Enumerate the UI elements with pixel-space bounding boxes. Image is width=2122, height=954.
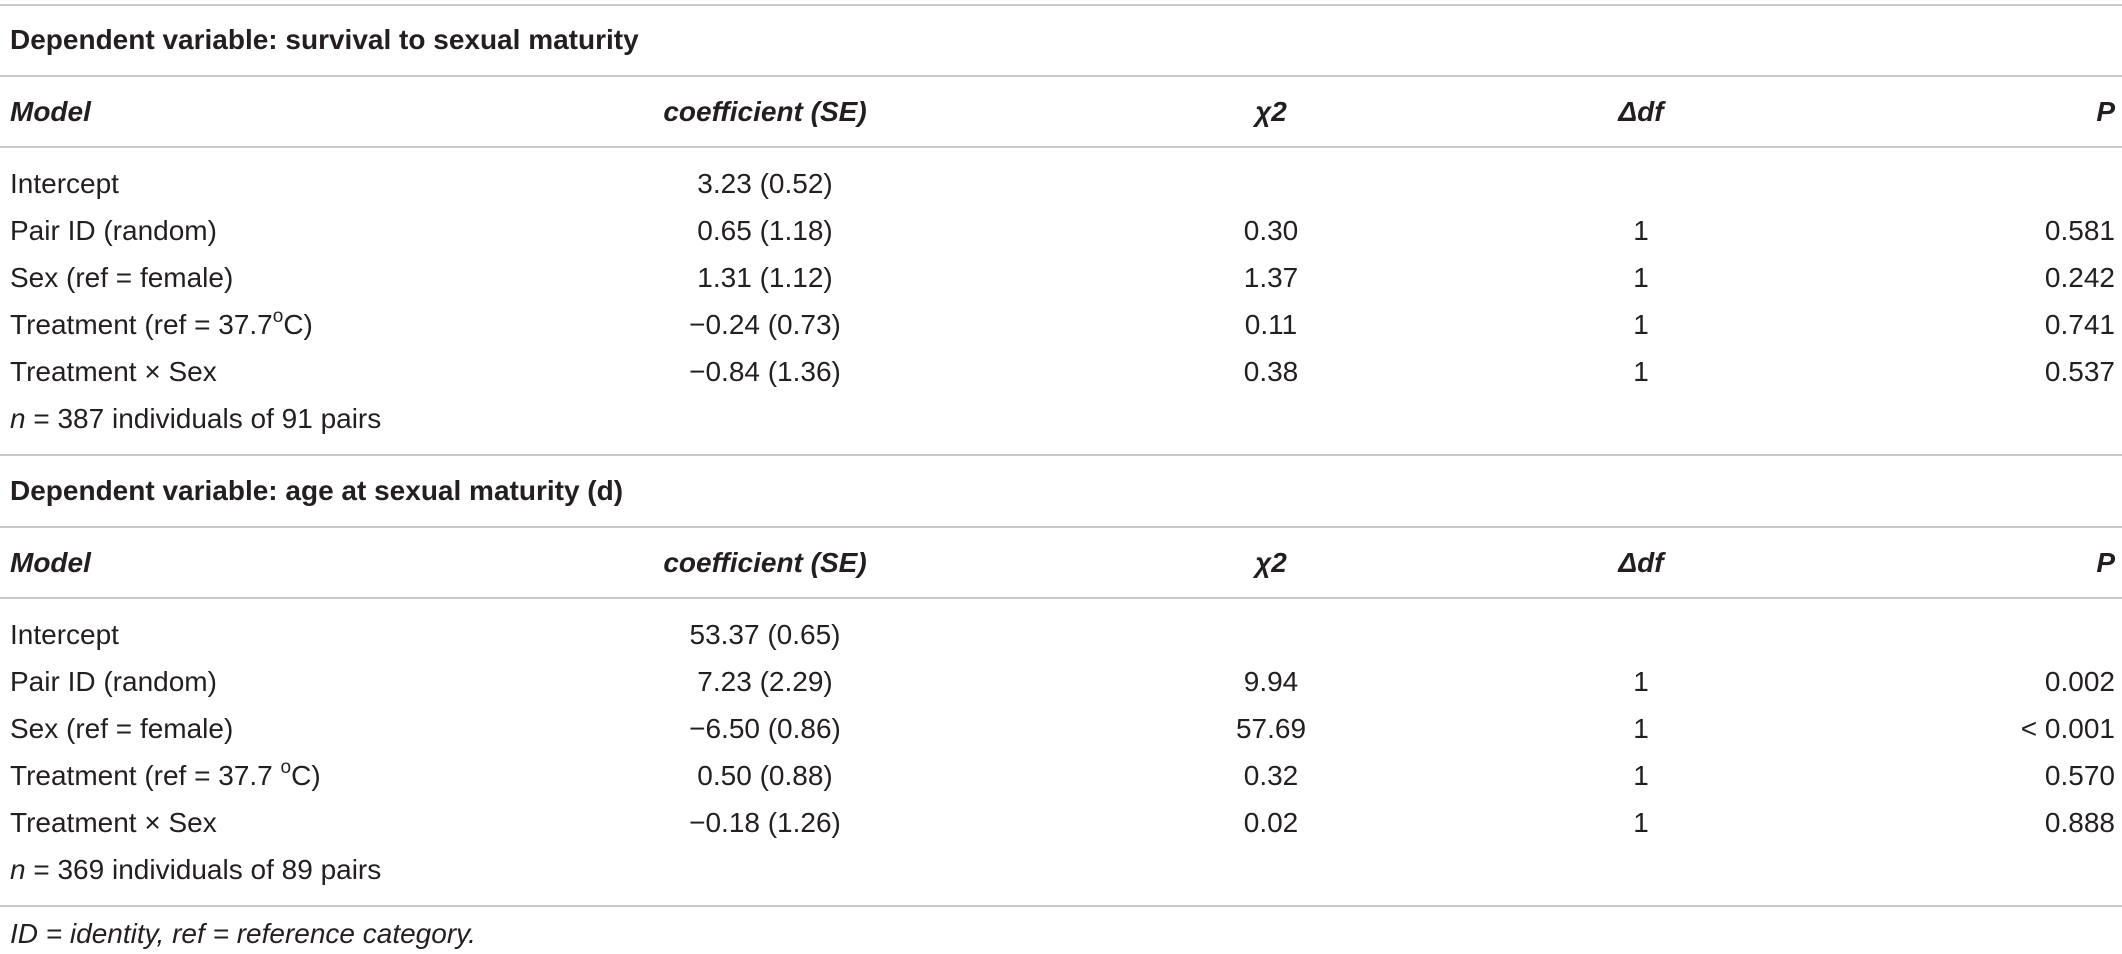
- row-model-unit: C): [283, 309, 313, 340]
- column-header-model: Model: [10, 96, 91, 127]
- row-chi2: 0.32: [1243, 760, 1299, 791]
- row-chi2: 0.02: [1243, 807, 1299, 838]
- row-chi2: 57.69: [1235, 713, 1307, 744]
- sample-size-note: n = 387 individuals of 91 pairs: [10, 402, 381, 436]
- degree-superscript: o: [280, 756, 292, 778]
- row-model: Sex (ref = female): [10, 262, 234, 293]
- row-model: Intercept: [10, 619, 119, 650]
- column-header-p: P: [2096, 547, 2115, 578]
- column-header-df: Δdf: [1618, 547, 1664, 578]
- column-header-p: P: [2096, 96, 2115, 127]
- row-model: Treatment × Sex: [10, 356, 217, 387]
- row-model-unit: C): [291, 760, 321, 791]
- row-p-value: < 0.001: [2020, 713, 2115, 744]
- row-df: 1: [1633, 309, 1649, 340]
- table-top-rule: [0, 4, 2122, 6]
- row-model-text: Treatment (ref = 37.7: [10, 309, 273, 340]
- table-footnote: ID = identity, ref = reference category.: [10, 918, 476, 949]
- row-p-value: 0.581: [2044, 215, 2115, 246]
- row-df: 1: [1633, 666, 1649, 697]
- row-p-value: 0.570: [2044, 760, 2115, 791]
- row-p-value: 0.888: [2044, 807, 2115, 838]
- row-model: Intercept: [10, 168, 119, 199]
- table-bottom-rule: [0, 905, 2122, 907]
- column-header-df: Δdf: [1618, 96, 1664, 127]
- row-coefficient: −0.84 (1.36): [689, 356, 841, 387]
- row-df: 1: [1633, 713, 1649, 744]
- header-rule: [0, 146, 2122, 148]
- column-header-coefficient: coefficient (SE): [663, 547, 867, 578]
- row-df: 1: [1633, 807, 1649, 838]
- section-heading-survival: Dependent variable: survival to sexual m…: [10, 24, 639, 55]
- column-header-chi2: χ2: [1255, 547, 1287, 578]
- row-model: Pair ID (random): [10, 215, 217, 246]
- row-p-value: 0.741: [2044, 309, 2115, 340]
- row-model: Sex (ref = female): [10, 713, 234, 744]
- n-symbol: n: [10, 403, 26, 434]
- row-p-value: 0.002: [2044, 666, 2115, 697]
- degree-superscript: o: [272, 305, 284, 327]
- section-rule: [0, 526, 2122, 528]
- n-text: = 387 individuals of 91 pairs: [25, 403, 382, 434]
- section-heading-age: Dependent variable: age at sexual maturi…: [10, 475, 624, 506]
- row-p-value: 0.537: [2044, 356, 2115, 387]
- row-chi2: 0.38: [1243, 356, 1299, 387]
- row-coefficient: −0.24 (0.73): [689, 309, 841, 340]
- header-rule: [0, 597, 2122, 599]
- row-coefficient: 0.65 (1.18): [697, 215, 833, 246]
- row-model: Treatment × Sex: [10, 807, 217, 838]
- row-model: Pair ID (random): [10, 666, 217, 697]
- row-model: Treatment (ref = 37.7 oC): [10, 756, 321, 793]
- section-rule: [0, 454, 2122, 456]
- row-df: 1: [1633, 215, 1649, 246]
- row-p-value: 0.242: [2044, 262, 2115, 293]
- row-coefficient: 3.23 (0.52): [697, 168, 833, 199]
- column-header-chi2: χ2: [1255, 96, 1287, 127]
- row-coefficient: −0.18 (1.26): [689, 807, 841, 838]
- row-chi2: 1.37: [1243, 262, 1299, 293]
- row-df: 1: [1633, 760, 1649, 791]
- row-coefficient: 1.31 (1.12): [697, 262, 833, 293]
- row-chi2: 9.94: [1243, 666, 1299, 697]
- row-model: Treatment (ref = 37.7oC): [10, 305, 313, 342]
- sample-size-note: n = 369 individuals of 89 pairs: [10, 853, 381, 887]
- row-df: 1: [1633, 262, 1649, 293]
- column-header-coefficient: coefficient (SE): [663, 96, 867, 127]
- row-coefficient: 0.50 (0.88): [697, 760, 833, 791]
- row-df: 1: [1633, 356, 1649, 387]
- n-text: = 369 individuals of 89 pairs: [25, 854, 382, 885]
- row-model-text: Treatment (ref = 37.7: [10, 760, 281, 791]
- row-coefficient: 53.37 (0.65): [689, 619, 841, 650]
- row-coefficient: −6.50 (0.86): [689, 713, 841, 744]
- row-coefficient: 7.23 (2.29): [697, 666, 833, 697]
- column-header-model: Model: [10, 547, 91, 578]
- section-rule: [0, 75, 2122, 77]
- row-chi2: 0.11: [1244, 309, 1298, 340]
- n-symbol: n: [10, 854, 26, 885]
- row-chi2: 0.30: [1243, 215, 1299, 246]
